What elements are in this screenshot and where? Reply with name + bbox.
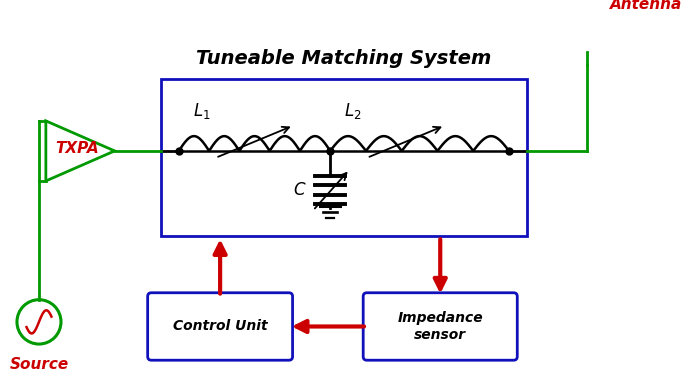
Polygon shape <box>46 121 114 181</box>
Text: Control Unit: Control Unit <box>173 320 267 333</box>
Text: TXPA: TXPA <box>55 141 99 156</box>
Text: Source: Source <box>10 357 68 372</box>
FancyBboxPatch shape <box>160 79 527 236</box>
Text: $L_2$: $L_2$ <box>344 101 362 121</box>
Text: Impedance
sensor: Impedance sensor <box>397 311 483 342</box>
Text: Tuneable Matching System: Tuneable Matching System <box>196 49 492 68</box>
FancyBboxPatch shape <box>148 293 292 360</box>
Text: $L_1$: $L_1$ <box>192 101 210 121</box>
FancyBboxPatch shape <box>363 293 517 360</box>
Text: Antenna: Antenna <box>610 0 682 12</box>
Text: $C$: $C$ <box>292 181 306 199</box>
